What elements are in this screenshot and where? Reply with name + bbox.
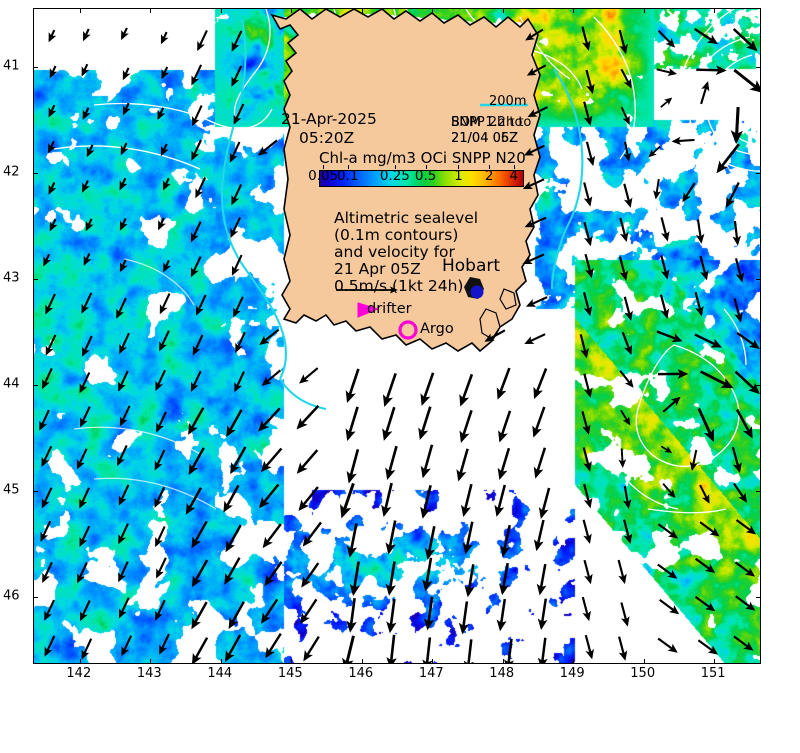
x-axis-tick-label-146: 146 (348, 666, 373, 681)
y-axis-tick-label-42: 42 (3, 165, 20, 180)
y-axis-tick (756, 279, 761, 280)
x-axis-tick-label-149: 149 (560, 666, 585, 681)
x-axis-tick-label-151: 151 (701, 666, 726, 681)
y-axis-tick-label-41: 41 (3, 59, 20, 74)
x-axis-tick (291, 8, 292, 13)
x-axis-tick (362, 8, 363, 13)
x-axis-tick (432, 659, 433, 664)
x-axis-tick-label-143: 143 (137, 666, 162, 681)
y-axis-tick (33, 597, 38, 598)
x-axis-tick (573, 8, 574, 13)
x-axis-tick-label-150: 150 (630, 666, 655, 681)
sealevel-legend-line5: 0.5m/s (1kt 24h) (334, 278, 463, 295)
x-axis-tick (150, 8, 151, 13)
y-axis-tick (756, 491, 761, 492)
y-axis-tick (756, 173, 761, 174)
y-axis-tick (33, 385, 38, 386)
y-axis-tick-label-45: 45 (3, 483, 20, 498)
x-axis-tick (714, 8, 715, 13)
x-axis-tick (714, 659, 715, 664)
y-axis-tick-label-46: 46 (3, 589, 20, 604)
y-axis-tick (33, 279, 38, 280)
y-axis-tick (756, 385, 761, 386)
sealevel-legend-line2: (0.1m contours) (334, 227, 458, 244)
y-axis-tick-label-44: 44 (3, 377, 20, 392)
sealevel-legend-line3: and velocity for (334, 244, 455, 261)
y-axis-tick (756, 67, 761, 68)
sealevel-legend-line4: 21 Apr 05Z (334, 261, 421, 278)
map-date-label: 21-Apr-2025 (281, 111, 377, 128)
argo-label: Argo (420, 321, 454, 337)
sealevel-legend-line1: Altimetric sealevel (334, 210, 478, 227)
colorbar-tick-label-4: 1 (454, 168, 463, 184)
map-time-label: 05:20Z (299, 130, 354, 147)
y-axis-tick (33, 491, 38, 492)
velocity-scale-arrow (34, 9, 760, 663)
bathy-legend-label: 200m (489, 94, 526, 109)
x-axis-tick (291, 659, 292, 664)
x-axis-tick (221, 659, 222, 664)
colorbar-tick-label-2: 0.25 (380, 168, 410, 184)
x-axis-tick-label-144: 144 (207, 666, 232, 681)
y-axis-tick-label-43: 43 (3, 271, 20, 286)
x-axis-tick (80, 8, 81, 13)
hobart-label: Hobart (442, 258, 500, 275)
drifter-label: drifter (367, 301, 412, 317)
source-time-bom: 21/04 05Z (451, 131, 518, 146)
y-axis-tick (33, 173, 38, 174)
x-axis-tick (644, 8, 645, 13)
x-axis-tick (503, 8, 504, 13)
x-axis-tick (503, 659, 504, 664)
colorbar-tick-label-0: 0.05 (308, 168, 338, 184)
colorbar-tick-label-1: 0.1 (337, 168, 358, 184)
x-axis-tick (573, 659, 574, 664)
ocean-current-map-page: 21-Apr-2025 05:20Z 200m SNPP 2h to BOM 1… (0, 0, 800, 700)
y-axis-tick (756, 597, 761, 598)
colorbar-tick-label-3: 0.5 (415, 168, 436, 184)
colorbar-tick-label-6: 4 (509, 168, 518, 184)
x-axis-tick-label-148: 148 (489, 666, 514, 681)
colorbar-title: Chl-a mg/m3 OCi SNPP N20 (319, 149, 524, 167)
x-axis-tick-label-145: 145 (278, 666, 303, 681)
x-axis-tick (362, 659, 363, 664)
map-plot-area[interactable]: 21-Apr-2025 05:20Z 200m SNPP 2h to BOM 1… (33, 8, 761, 664)
x-axis-tick (150, 659, 151, 664)
x-axis-tick (221, 8, 222, 13)
x-axis-tick (644, 659, 645, 664)
x-axis-tick (80, 659, 81, 664)
colorbar-tick-label-5: 2 (485, 168, 494, 184)
x-axis-tick-label-142: 142 (66, 666, 91, 681)
y-axis-tick (33, 67, 38, 68)
x-axis-tick (432, 8, 433, 13)
source-label-bom: BOM 1.2h to (451, 115, 531, 130)
x-axis-tick-label-147: 147 (419, 666, 444, 681)
